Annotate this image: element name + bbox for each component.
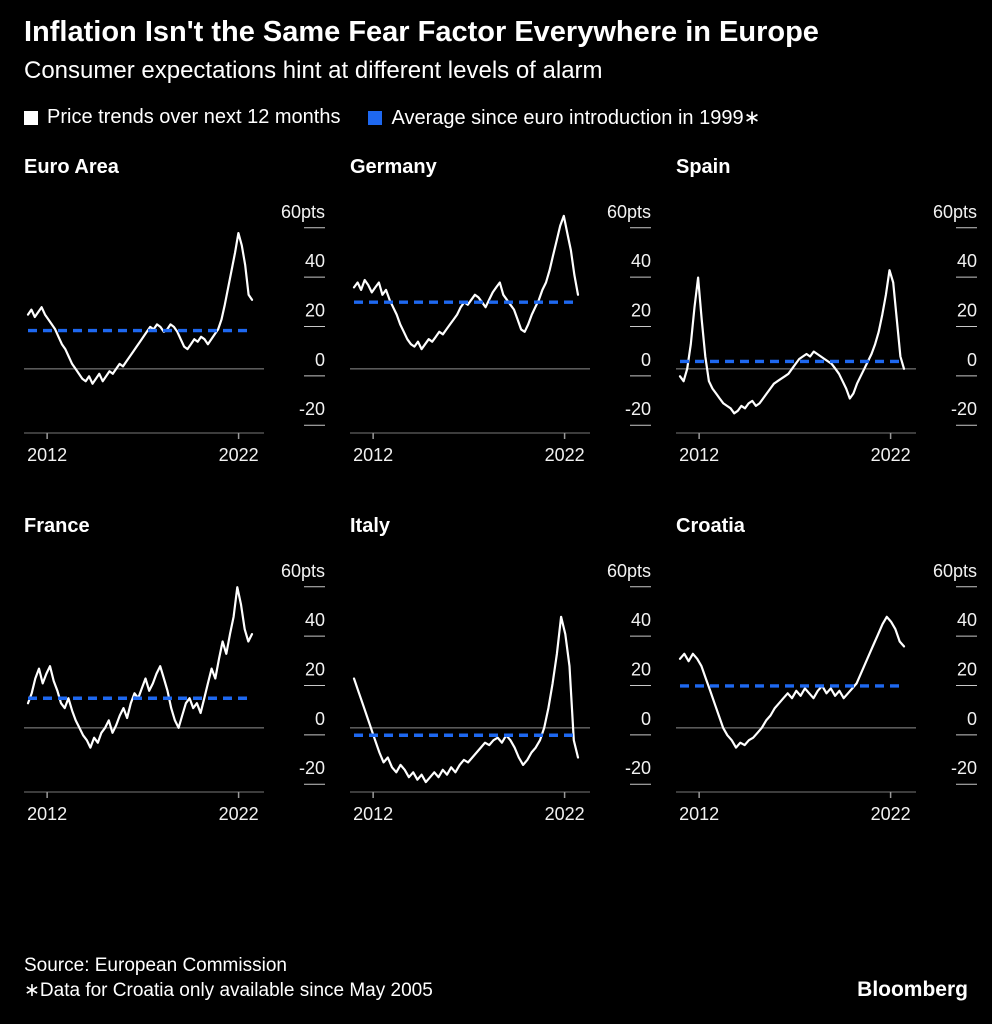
- chart-panel: Croatia 2012 2022 60pts 40 20 0 -20: [676, 515, 980, 828]
- page-subtitle: Consumer expectations hint at different …: [24, 57, 603, 84]
- y-tick-label: -20: [951, 399, 977, 419]
- x-tick-label: 2022: [219, 804, 259, 824]
- y-tick-label: 20: [305, 660, 325, 680]
- legend-item-price-trends: Price trends over next 12 months: [24, 106, 340, 129]
- y-tick-label: 60pts: [933, 561, 977, 581]
- line-chart: 2012 2022 60pts 40 20 0 -20: [676, 202, 977, 465]
- y-tick-label: 0: [641, 350, 651, 370]
- y-tick-label: 60pts: [933, 202, 977, 222]
- series-line: [26, 586, 254, 749]
- x-tick-label: 2012: [27, 445, 67, 465]
- legend-label: Price trends over next 12 months: [47, 106, 341, 128]
- panel-title: Italy: [350, 515, 391, 537]
- y-tick-label: -20: [625, 399, 651, 419]
- line-chart: 2012 2022 60pts 40 20 0 -20: [24, 561, 325, 824]
- series-line: [678, 269, 906, 415]
- y-tick-label: 20: [957, 660, 977, 680]
- y-tick-label: -20: [625, 758, 651, 778]
- panel-title: Euro Area: [24, 156, 119, 178]
- chart-panel: Italy 2012 2022 60pts 40 20 0 -20: [350, 515, 654, 828]
- page-title: Inflation Isn't the Same Fear Factor Eve…: [24, 16, 819, 48]
- x-tick-label: 2012: [353, 804, 393, 824]
- bloomberg-logo: Bloomberg: [857, 977, 968, 1001]
- series-line: [678, 615, 906, 749]
- y-tick-label: 0: [315, 350, 325, 370]
- footer-notes: Source: European Commission ∗Data for Cr…: [24, 953, 433, 1004]
- legend-label: Average since euro introduction in 1999∗: [391, 107, 761, 129]
- x-tick-label: 2022: [545, 445, 585, 465]
- y-tick-label: -20: [299, 758, 325, 778]
- x-tick-label: 2012: [679, 445, 719, 465]
- y-tick-label: 0: [641, 709, 651, 729]
- line-chart: 2012 2022 60pts 40 20 0 -20: [350, 561, 651, 824]
- y-tick-label: 20: [957, 301, 977, 321]
- y-tick-label: 0: [315, 709, 325, 729]
- x-tick-label: 2012: [27, 804, 67, 824]
- y-tick-label: 0: [967, 709, 977, 729]
- y-tick-label: 60pts: [607, 202, 651, 222]
- y-tick-label: 60pts: [281, 202, 325, 222]
- panel-title: Germany: [350, 156, 437, 178]
- line-chart: 2012 2022 60pts 40 20 0 -20: [350, 202, 651, 465]
- y-tick-label: -20: [951, 758, 977, 778]
- legend: Price trends over next 12 months Average…: [24, 105, 968, 130]
- series-swatch-icon: [24, 110, 38, 125]
- y-tick-label: 40: [305, 251, 325, 271]
- y-tick-label: 20: [631, 301, 651, 321]
- average-swatch-icon: [368, 110, 383, 125]
- chart-panel: Euro Area 2012 2022 60pts 40 20 0 -20: [24, 156, 328, 469]
- legend-item-average: Average since euro introduction in 1999∗: [368, 105, 760, 130]
- y-tick-label: 40: [957, 610, 977, 630]
- y-tick-label: 0: [967, 350, 977, 370]
- x-tick-label: 2022: [545, 804, 585, 824]
- charts-grid: Euro Area 2012 2022 60pts 40 20 0 -20 Germany …: [24, 156, 977, 828]
- source-note: Source: European Commission: [24, 954, 287, 976]
- y-tick-label: 20: [631, 660, 651, 680]
- y-tick-label: 60pts: [281, 561, 325, 581]
- panel-title: France: [24, 515, 90, 537]
- panel-title: Croatia: [676, 515, 745, 537]
- y-tick-label: 40: [631, 251, 651, 271]
- y-tick-label: 40: [957, 251, 977, 271]
- series-line: [352, 615, 580, 784]
- footer: Source: European Commission ∗Data for Cr…: [24, 953, 968, 1004]
- series-line: [26, 231, 254, 385]
- y-tick-label: 40: [305, 610, 325, 630]
- chart-panel: Spain 2012 2022 60pts 40 20 0 -20: [676, 156, 980, 469]
- y-tick-label: 60pts: [607, 561, 651, 581]
- chart-panel: France 2012 2022 60pts 40 20 0 -20: [24, 515, 328, 828]
- series-line: [352, 214, 580, 351]
- x-tick-label: 2012: [679, 804, 719, 824]
- x-tick-label: 2022: [871, 804, 911, 824]
- y-tick-label: 20: [305, 301, 325, 321]
- x-tick-label: 2022: [219, 445, 259, 465]
- header: Inflation Isn't the Same Fear Factor Eve…: [24, 16, 968, 156]
- line-chart: 2012 2022 60pts 40 20 0 -20: [676, 561, 977, 824]
- x-tick-label: 2012: [353, 445, 393, 465]
- x-tick-label: 2022: [871, 445, 911, 465]
- footnote: ∗Data for Croatia only available since M…: [24, 980, 433, 1002]
- panel-title: Spain: [676, 156, 731, 178]
- y-tick-label: 40: [631, 610, 651, 630]
- y-tick-label: -20: [299, 399, 325, 419]
- line-chart: 2012 2022 60pts 40 20 0 -20: [24, 202, 325, 465]
- chart-panel: Germany 2012 2022 60pts 40 20 0 -20: [350, 156, 654, 469]
